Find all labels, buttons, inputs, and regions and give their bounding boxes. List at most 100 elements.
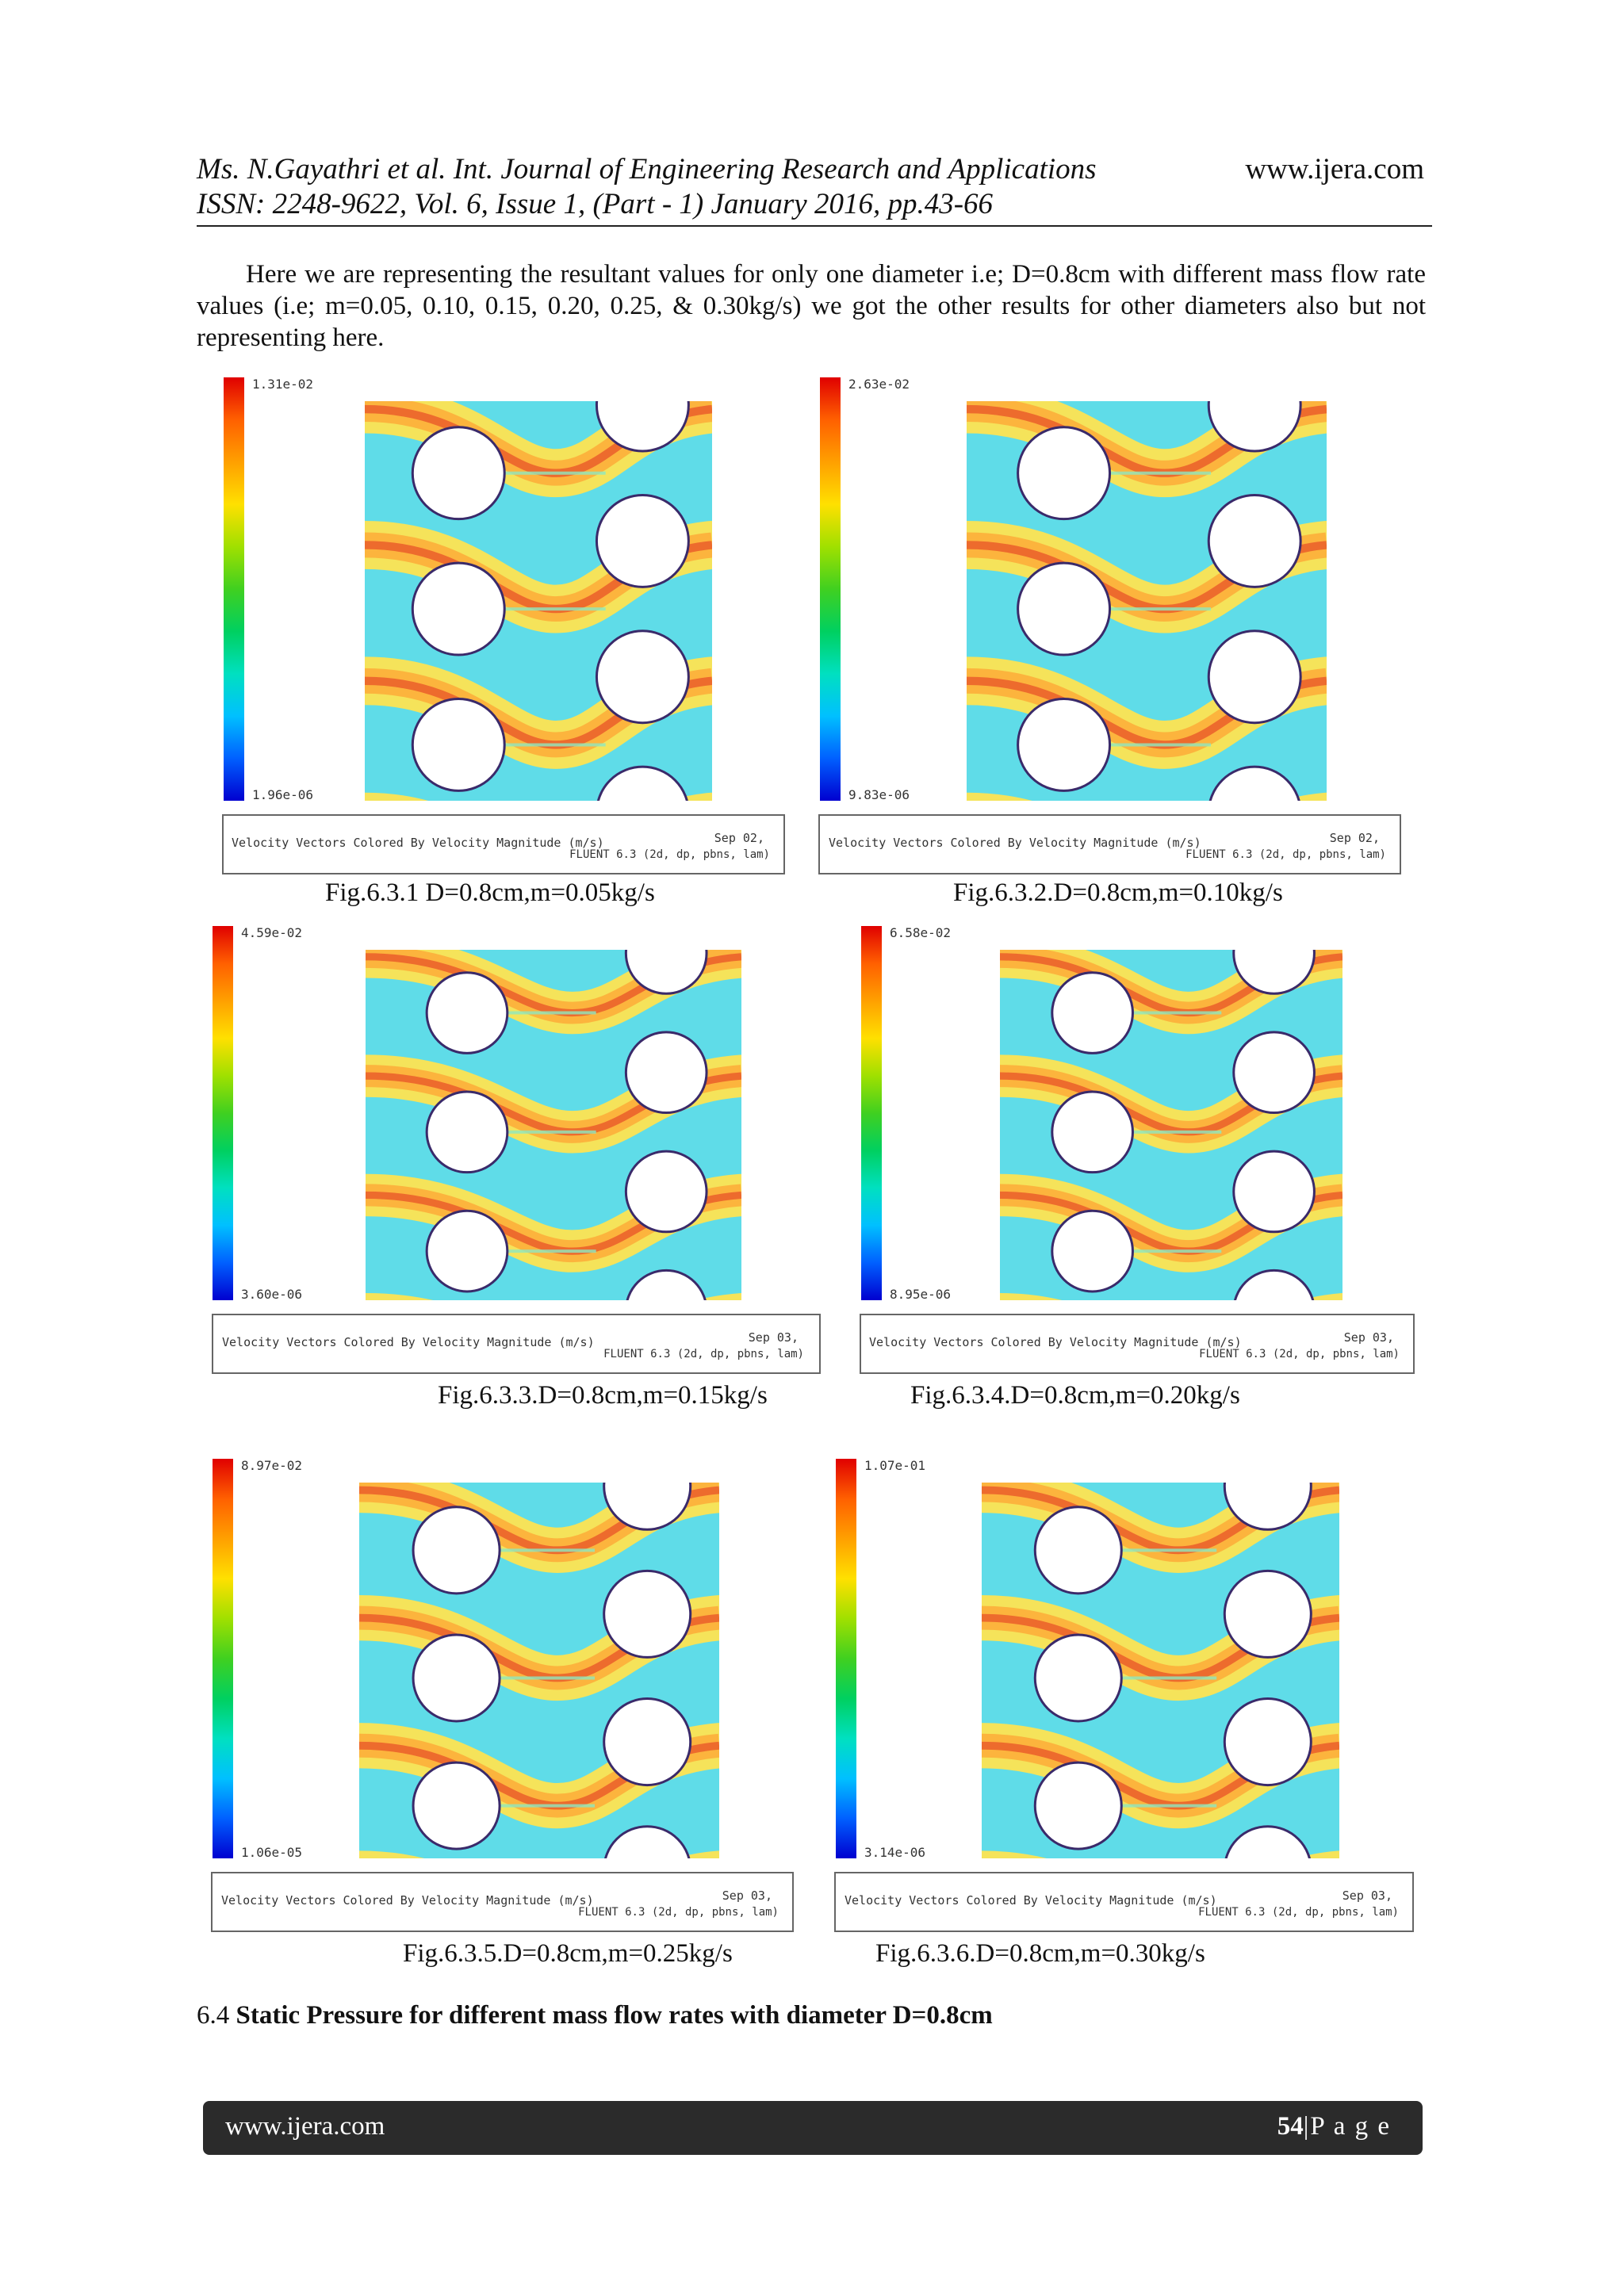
- plot-info-date: Sep 03,: [1344, 1330, 1394, 1345]
- tube-circle: [1224, 1825, 1311, 1858]
- figure-caption: Fig.6.3.4.D=0.8cm,m=0.20kg/s: [910, 1381, 1240, 1410]
- figure-6-3-3: 4.59e-02 3.60e-06 Velocity Vectors Colored…: [203, 918, 829, 1376]
- tube-circle: [1033, 1506, 1123, 1595]
- plot-info-title: Velocity Vectors Colored By Velocity Mag…: [222, 1335, 595, 1349]
- colorbar-min-label: 1.06e-05: [241, 1845, 302, 1860]
- flow-field: [366, 950, 741, 1300]
- plot-info-title: Velocity Vectors Colored By Velocity Mag…: [869, 1335, 1242, 1349]
- page-label: |P a g e: [1303, 2112, 1391, 2141]
- tube-circle: [1051, 1209, 1134, 1293]
- flow-field: [1000, 950, 1342, 1300]
- tube-circle: [595, 493, 690, 588]
- tube-circle: [1051, 1090, 1134, 1174]
- tube-circle: [425, 1090, 509, 1174]
- velocity-vector-plot: 2.63e-02 9.83e-06 Velocity Vectors Colored…: [818, 377, 1401, 874]
- colorbar-min-label: 8.95e-06: [890, 1287, 951, 1302]
- plot-info-box: [818, 814, 1401, 874]
- tube-circle: [1232, 1150, 1316, 1234]
- figure-6-3-2: 2.63e-02 9.83e-06 Velocity Vectors Colored…: [810, 369, 1410, 877]
- figure-6-3-4: 6.58e-02 8.95e-06 Velocity Vectors Colored…: [852, 918, 1423, 1376]
- tube-circle: [1223, 1697, 1312, 1787]
- colorbar: [213, 926, 233, 1300]
- plot-info-solver: FLUENT 6.3 (2d, dp, pbns, lam): [1199, 1348, 1400, 1360]
- colorbar-max-label: 1.07e-01: [864, 1458, 925, 1473]
- tube-circle: [603, 1697, 692, 1787]
- colorbar-max-label: 8.97e-02: [241, 1458, 302, 1473]
- flow-field: [365, 401, 712, 801]
- figure-caption: Fig.6.3.3.D=0.8cm,m=0.15kg/s: [438, 1381, 768, 1410]
- figure-caption: Fig.6.3.1 D=0.8cm,m=0.05kg/s: [325, 878, 655, 907]
- flow-field: [982, 1483, 1339, 1858]
- tube-circle: [1033, 1761, 1123, 1850]
- plot-info-solver: FLUENT 6.3 (2d, dp, pbns, lam): [1185, 848, 1386, 861]
- tube-circle: [1017, 426, 1112, 521]
- footer-website: www.ijera.com: [225, 2112, 385, 2141]
- footer-bar: www.ijera.com 54|P a g e: [203, 2101, 1423, 2155]
- tube-circle: [1051, 971, 1134, 1054]
- tube-circle: [425, 1209, 509, 1293]
- tube-circle: [1033, 1633, 1123, 1723]
- page-number: 54|P a g e: [1277, 2112, 1391, 2141]
- body-paragraph: Here we are representing the resultant v…: [197, 260, 1426, 352]
- tube-circle: [1207, 629, 1302, 725]
- colorbar: [820, 377, 841, 801]
- plot-info-title: Velocity Vectors Colored By Velocity Mag…: [829, 836, 1201, 850]
- plot-info-solver: FLUENT 6.3 (2d, dp, pbns, lam): [1198, 1906, 1399, 1919]
- figure-caption: Fig.6.3.6.D=0.8cm,m=0.30kg/s: [875, 1939, 1205, 1968]
- colorbar-min-label: 9.83e-06: [848, 787, 910, 802]
- tube-circle: [412, 1506, 501, 1595]
- plot-info-solver: FLUENT 6.3 (2d, dp, pbns, lam): [569, 848, 770, 861]
- tube-circle: [1208, 765, 1300, 801]
- plot-info-title: Velocity Vectors Colored By Velocity Mag…: [845, 1893, 1217, 1908]
- colorbar-min-label: 1.96e-06: [252, 787, 313, 802]
- section-number: 6.4: [197, 2001, 230, 2030]
- tube-circle: [604, 1825, 691, 1858]
- tube-circle: [603, 1569, 692, 1659]
- page-number-value: 54: [1277, 2112, 1304, 2141]
- header-issn: ISSN: 2248-9622, Vol. 6, Issue 1, (Part …: [197, 188, 994, 220]
- tube-circle: [411, 426, 506, 521]
- tube-circle: [412, 1761, 501, 1850]
- figure-caption: Fig.6.3.2.D=0.8cm,m=0.10kg/s: [953, 878, 1283, 907]
- colorbar: [861, 926, 882, 1300]
- header-website: www.ijera.com: [1245, 153, 1424, 186]
- colorbar: [213, 1459, 233, 1858]
- tube-circle: [1232, 1031, 1316, 1115]
- velocity-vector-plot: 1.07e-01 3.14e-06 Velocity Vectors Colored…: [834, 1458, 1414, 1932]
- plot-info-box: [222, 814, 785, 874]
- plot-info-date: Sep 03,: [1342, 1888, 1392, 1903]
- colorbar: [224, 377, 244, 801]
- tube-circle: [1017, 697, 1112, 792]
- header-authors-journal: Ms. N.Gayathri et al. Int. Journal of En…: [197, 153, 1097, 186]
- section-title: Static Pressure for different mass flow …: [236, 2001, 993, 2030]
- velocity-vector-plot: 4.59e-02 3.60e-06 Velocity Vectors Colored…: [212, 925, 821, 1374]
- flow-field: [967, 401, 1327, 801]
- flow-field: [359, 1483, 719, 1858]
- tube-circle: [411, 561, 506, 656]
- figure-6-3-5: 8.97e-02 1.06e-05 Velocity Vectors Colored…: [203, 1451, 802, 1934]
- plot-info-title: Velocity Vectors Colored By Velocity Mag…: [232, 836, 604, 850]
- tube-circle: [1223, 1569, 1312, 1659]
- tube-circle: [1233, 1269, 1315, 1300]
- plot-info-date: Sep 03,: [749, 1330, 799, 1345]
- tube-circle: [412, 1633, 501, 1723]
- tube-circle: [603, 1483, 692, 1531]
- tube-circle: [624, 1150, 708, 1234]
- tube-circle: [411, 697, 506, 792]
- plot-info-solver: FLUENT 6.3 (2d, dp, pbns, lam): [578, 1906, 779, 1919]
- plot-info-box: [212, 1314, 821, 1374]
- tube-circle: [626, 1269, 707, 1300]
- tube-circle: [596, 765, 688, 801]
- plot-info-date: Sep 03,: [722, 1888, 772, 1903]
- plot-info-solver: FLUENT 6.3 (2d, dp, pbns, lam): [603, 1348, 804, 1360]
- tube-circle: [595, 629, 690, 725]
- velocity-vector-plot: 1.31e-02 1.96e-06 Velocity Vectors Colored…: [222, 377, 785, 874]
- figure-6-3-6: 1.07e-01 3.14e-06 Velocity Vectors Colored…: [826, 1451, 1423, 1934]
- plot-info-box: [211, 1872, 794, 1932]
- colorbar-max-label: 1.31e-02: [252, 377, 313, 392]
- colorbar-min-label: 3.60e-06: [241, 1287, 302, 1302]
- tube-circle: [425, 971, 509, 1054]
- colorbar-max-label: 4.59e-02: [241, 925, 302, 940]
- plot-info-box: [834, 1872, 1414, 1932]
- figure-6-3-1: 1.31e-02 1.96e-06 Velocity Vectors Colored…: [214, 369, 793, 877]
